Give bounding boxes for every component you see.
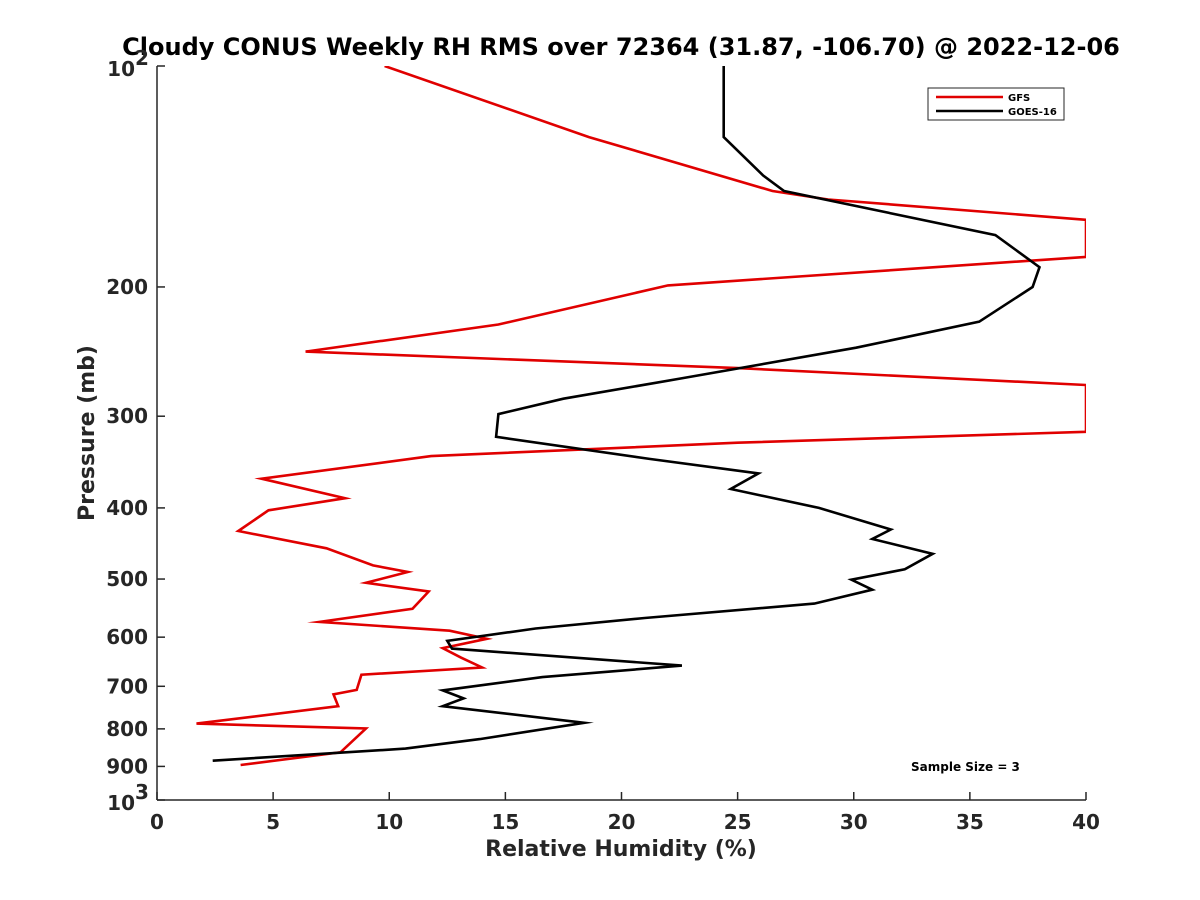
y-tick-label: 500 — [106, 567, 148, 591]
y-tick-label: 300 — [106, 404, 148, 428]
legend-label-gfs: GFS — [1008, 93, 1030, 104]
y-tick-label: 400 — [106, 496, 148, 520]
series-layer — [196, 66, 1086, 767]
x-tick-label: 35 — [956, 810, 984, 834]
y-tick-label: 10 — [107, 57, 135, 81]
y-tick-label: 200 — [106, 275, 148, 299]
x-tick-label: 40 — [1072, 810, 1100, 834]
y-tick-label: 900 — [106, 754, 148, 778]
x-tick-label: 20 — [608, 810, 636, 834]
y-tick-label: 700 — [106, 674, 148, 698]
legend-label-goes16: GOES-16 — [1008, 107, 1057, 118]
y-tick-exponent: 2 — [135, 46, 149, 70]
x-tick-label: 30 — [840, 810, 868, 834]
x-tick-label: 15 — [491, 810, 519, 834]
legend: GFS GOES-16 — [927, 87, 1065, 121]
sample-size-annotation: Sample Size = 3 — [911, 760, 1020, 774]
y-tick-exponent: 3 — [135, 780, 149, 804]
x-axis-label: Relative Humidity (%) — [485, 837, 757, 862]
y-tick-label: 800 — [106, 717, 148, 741]
chart-title: Cloudy CONUS Weekly RH RMS over 72364 (3… — [122, 33, 1120, 61]
y-tick-label: 600 — [106, 625, 148, 649]
x-tick-label: 0 — [150, 810, 164, 834]
x-tick-label: 25 — [724, 810, 752, 834]
legend-box — [927, 87, 1065, 121]
y-axis-label: Pressure (mb) — [75, 345, 100, 521]
series-line-goes16 — [212, 66, 1042, 762]
x-tick-label: 5 — [266, 810, 280, 834]
x-tick-label: 10 — [375, 810, 403, 834]
series-line-gfs — [196, 66, 1086, 767]
y-tick-label: 10 — [107, 791, 135, 815]
x-axis-ticks: 0 5 10 15 20 25 30 35 40 — [150, 792, 1100, 834]
